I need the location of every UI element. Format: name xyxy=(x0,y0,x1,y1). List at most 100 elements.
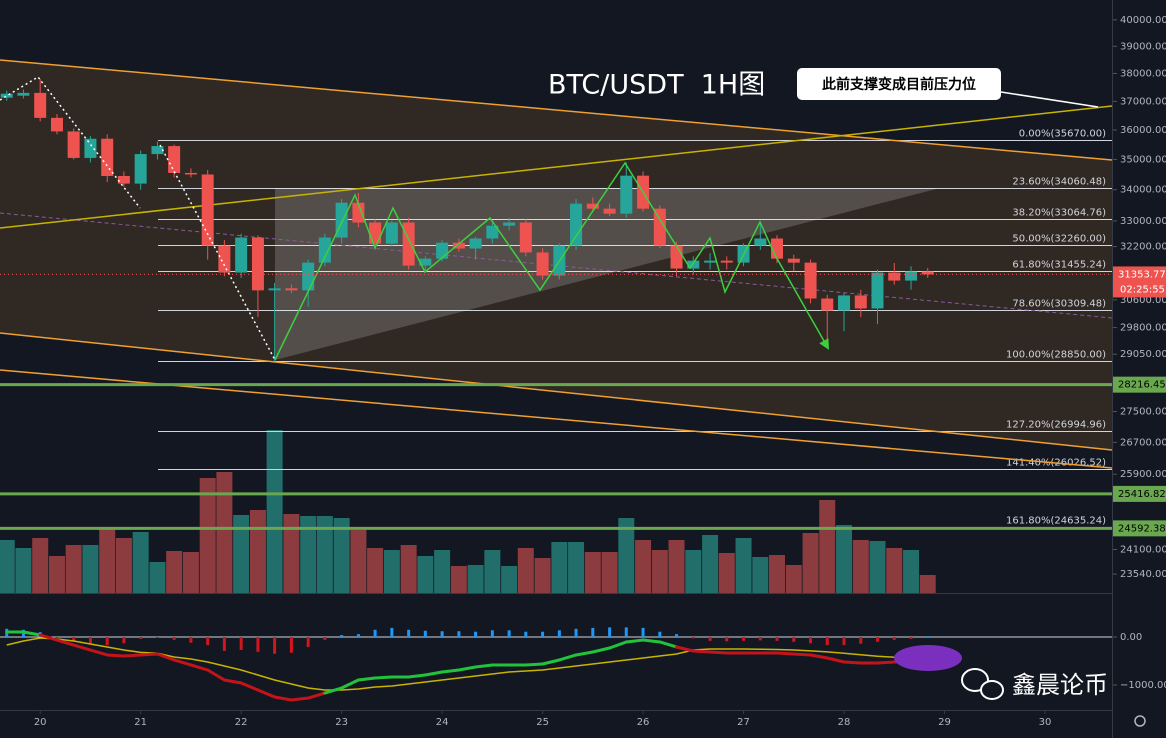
y-tick-label: 39000.00 xyxy=(1120,41,1166,52)
volume-bar xyxy=(886,548,903,593)
candle-body xyxy=(436,242,449,259)
candle-body xyxy=(151,146,164,155)
callout-box xyxy=(797,68,1001,100)
y-tick-label: 29800.00 xyxy=(1120,323,1166,334)
macd-line xyxy=(691,649,712,654)
candle-body xyxy=(871,272,884,309)
volume-bar xyxy=(450,566,467,593)
y-tick-label: 30600.00 xyxy=(1120,295,1166,306)
macd-line xyxy=(825,656,846,664)
volume-bar xyxy=(601,552,618,593)
macd-line xyxy=(658,640,679,649)
macd-line xyxy=(675,645,695,653)
macd-line xyxy=(88,648,109,657)
volume-bar xyxy=(618,518,635,593)
y-tick-label: 35000.00 xyxy=(1120,154,1166,165)
macd-line xyxy=(457,665,478,672)
fib-label: 0.00%(35670.00) xyxy=(1019,129,1106,140)
volume-bar xyxy=(350,530,367,593)
candle-body xyxy=(670,245,683,269)
volume-bar xyxy=(869,541,886,593)
candle-body xyxy=(503,222,516,226)
macd-histogram xyxy=(390,627,394,637)
candle-body xyxy=(117,175,130,184)
macd-histogram xyxy=(122,636,126,644)
macd-line xyxy=(708,650,729,655)
volume-bar xyxy=(785,565,802,593)
macd-histogram xyxy=(490,630,494,637)
macd-histogram xyxy=(155,636,159,638)
candle-body xyxy=(101,138,114,176)
volume-bar xyxy=(852,540,869,593)
volume-bar xyxy=(216,472,233,593)
y-tick-label: 36000.00 xyxy=(1120,125,1166,136)
wechat-icon xyxy=(980,680,1004,700)
macd-histogram xyxy=(926,636,930,637)
candle-body xyxy=(787,258,800,263)
candle-body xyxy=(620,175,633,214)
candle-body xyxy=(419,258,432,266)
candle-body xyxy=(536,252,549,276)
macd-histogram xyxy=(608,627,612,637)
x-tick-label: 28 xyxy=(838,717,851,728)
volume-bar xyxy=(702,535,719,593)
candle-body xyxy=(134,154,147,184)
macd-histogram xyxy=(340,635,344,637)
candle-body xyxy=(854,295,867,309)
macd-histogram xyxy=(892,636,896,640)
candle-body xyxy=(352,202,365,223)
candle-body xyxy=(570,203,583,246)
macd-line xyxy=(155,652,176,662)
macd-line xyxy=(38,633,59,642)
volume-bar xyxy=(15,548,32,593)
volume-bar xyxy=(283,514,300,593)
volume-bar xyxy=(149,562,166,593)
macd-histogram xyxy=(440,631,444,637)
candle-body xyxy=(168,146,181,173)
channel-lower xyxy=(0,332,1113,451)
macd-histogram xyxy=(423,630,427,637)
macd-histogram xyxy=(256,636,260,652)
x-tick-label: 29 xyxy=(938,717,951,728)
macd-histogram xyxy=(775,636,779,641)
macd-line xyxy=(423,670,444,677)
support-label: 24592.38 xyxy=(1118,523,1166,534)
callout-text: 此前支撑变成目前压力位 xyxy=(822,76,976,93)
macd-line xyxy=(875,660,896,665)
y-tick-label: 40000.00 xyxy=(1120,15,1166,26)
fib-label: 127.20%(26994.96) xyxy=(1006,420,1106,431)
fib-layer: 0.00%(35670.00) 23.60%(34060.48) 38.20%(33… xyxy=(158,129,1112,528)
macd-histogram xyxy=(407,629,411,637)
volume-bar xyxy=(819,500,836,593)
macd-histogram xyxy=(457,631,461,637)
macd-histogram xyxy=(641,627,645,637)
y-tick-label: 24100.00 xyxy=(1120,545,1166,556)
x-tick-label: 26 xyxy=(637,717,650,728)
macd-histogram xyxy=(825,636,829,646)
volume-bar xyxy=(769,555,786,593)
volume-bar xyxy=(300,516,317,593)
candle-body xyxy=(469,238,482,249)
candle-body xyxy=(402,222,415,266)
macd-histogram xyxy=(306,636,310,648)
macd-histogram xyxy=(624,627,628,637)
macd-histogram xyxy=(557,630,561,637)
y-tick-label: 33000.00 xyxy=(1120,216,1166,227)
volume-bar xyxy=(367,548,384,593)
macd-line xyxy=(591,646,612,654)
volume-bar xyxy=(635,540,652,593)
volume-bar xyxy=(501,566,518,593)
fib-label: 61.80%(31455.24) xyxy=(1012,260,1106,271)
macd-histogram xyxy=(373,629,377,637)
macd-histogram xyxy=(658,631,662,637)
macd-line xyxy=(541,658,561,666)
candle-body xyxy=(0,93,13,98)
settings-icon[interactable] xyxy=(1134,715,1146,727)
macd-line xyxy=(440,668,461,674)
macd-histogram xyxy=(742,636,746,641)
macd-line xyxy=(340,678,360,690)
candle-body xyxy=(50,117,63,132)
macd-line xyxy=(222,678,243,685)
macd-line xyxy=(206,668,226,682)
